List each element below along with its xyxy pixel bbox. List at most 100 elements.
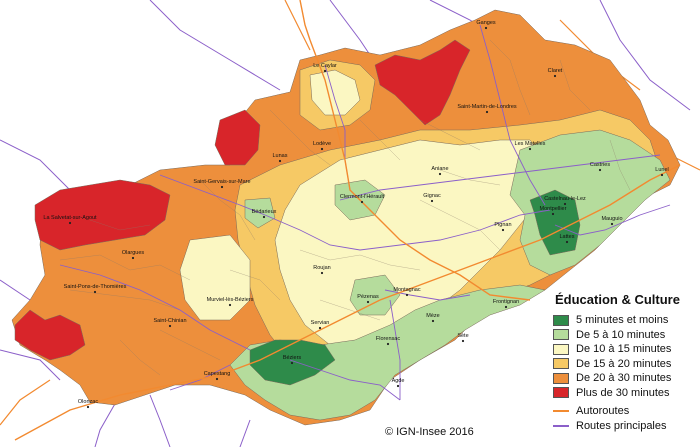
place-label: Ganges [476,20,496,26]
route-line-icon [553,425,569,427]
place-dot [86,405,90,409]
place-label: Olonzac [78,399,98,405]
place-dot [68,221,72,225]
place-dot [168,324,172,328]
place-label: Claret [548,68,563,74]
place-dot [278,159,282,163]
zone-10-15-southwest [179,234,251,321]
route-label: Autoroutes [576,405,630,417]
legend-swatch [553,372,569,384]
place-dots [68,26,664,409]
place-label: Servian [311,320,330,326]
place-label: Murviel-lès-Béziers [207,297,254,303]
main-roads [59,24,671,401]
place-dot [228,303,232,307]
place-dot [318,326,322,330]
place-dot [565,240,569,244]
place-dot [438,172,442,176]
place-dot [366,300,370,304]
place-label: La Salvetat-sur-Agout [43,215,97,221]
place-dot [610,222,614,226]
legend-swatch [553,329,569,341]
place-dot [528,147,532,151]
legend-item: Plus de 30 minutes [553,386,698,401]
place-label: Saint-Pons-de-Thomières [64,284,127,290]
department-zones [11,9,681,426]
place-label: Castries [590,162,610,168]
place-dot [405,293,409,297]
place-label: Lodève [313,141,331,147]
place-dot [220,185,224,189]
place-label: Pignan [494,222,511,228]
place-dot [553,74,557,78]
legend-routes: Autoroutes Routes principales [553,404,698,433]
legend-label: De 10 à 15 minutes [576,343,672,356]
highways [14,0,681,441]
legend-swatch [553,343,569,355]
place-label: Agde [392,378,405,384]
place-dot [660,173,664,177]
zone-30-north [374,39,471,126]
place-dot [290,361,294,365]
legend-swatch [553,314,569,326]
place-dot [215,377,219,381]
zone-10-15-north [309,69,361,116]
place-label: Béziers [283,355,302,361]
place-label: Florensac [376,336,400,342]
zone-5-10-center [349,274,401,316]
place-label: Saint-Gervais-sur-Mare [193,179,250,185]
place-dot [504,305,508,309]
place-label: Bédarieux [252,209,277,215]
place-label: Montagnac [393,287,420,293]
legend-item: De 5 à 10 minutes [553,328,698,343]
legend-label: Plus de 30 minutes [576,386,670,399]
route-label: Routes principales [576,420,667,432]
place-labels: Ganges Le Caylar Claret Saint-Martin-de-Lon… [43,20,668,405]
legend-swatch [553,358,569,370]
place-label: Frontignan [493,299,519,305]
place-label: Castelnau-le-Lez [544,196,586,202]
place-dot [386,342,390,346]
place-dot [320,271,324,275]
place-dot [598,168,602,172]
commune-borders [59,39,631,376]
place-label: Olargues [122,250,145,256]
legend-classes: 5 minutes et moins De 5 à 10 minutes De 10… [553,313,698,400]
place-dot [396,384,400,388]
place-label: Lattes [560,234,575,240]
legend-label: De 20 à 30 minutes [576,372,672,385]
place-label: Les Matelles [515,141,546,147]
place-dot [461,339,465,343]
zone-30-northwest [214,109,261,166]
place-dot [485,110,489,114]
legend-item: De 20 à 30 minutes [553,371,698,386]
zone-30-southwest [14,309,86,361]
place-label: Lunas [273,153,288,159]
credit: © IGN-Insee 2016 [385,426,474,438]
place-label: Sète [457,333,468,339]
route-line-icon [553,410,569,412]
place-label: Montpellier [540,206,567,212]
place-dot [262,215,266,219]
place-label: Gignac [423,193,441,199]
place-label: Pézenas [357,294,379,300]
credit-text: IGN-Insee 2016 [396,426,474,438]
place-dot [563,202,567,206]
legend-route: Autoroutes [553,404,698,418]
place-dot [431,319,435,323]
legend: Éducation & Culture 5 minutes et moins De… [553,292,698,433]
legend-item: De 15 à 20 minutes [553,357,698,372]
place-label: Saint-Chinian [153,318,186,324]
place-dot [323,69,327,73]
place-label: Le Caylar [313,63,337,69]
legend-item: 5 minutes et moins [553,313,698,328]
place-dot [320,147,324,151]
place-label: Aniane [431,166,448,172]
legend-route: Routes principales [553,419,698,433]
place-label: Saint-Martin-de-Londres [457,104,517,110]
place-label: Mauguio [601,216,622,222]
place-label: Lunel [655,167,668,173]
place-label: Roujan [313,265,330,271]
